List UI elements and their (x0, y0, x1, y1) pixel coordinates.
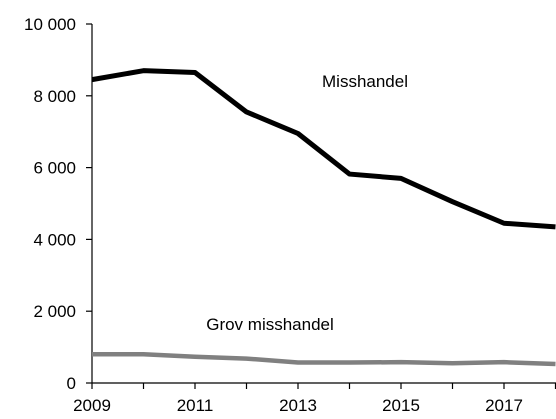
series-line-1 (92, 352, 556, 367)
y-tick-label: 10 000 (24, 15, 76, 34)
y-tick-label: 2 000 (33, 302, 76, 321)
x-tick-label: 2009 (73, 396, 111, 414)
y-tick-label: 8 000 (33, 87, 76, 106)
x-tick-label: 2011 (177, 396, 214, 414)
y-tick-label: 4 000 (33, 230, 76, 249)
series-labels: Misshandel Grov misshandel (206, 72, 408, 334)
series-line-0 (91, 68, 556, 230)
series-label-0: Misshandel (322, 72, 408, 91)
series-label-1: Grov misshandel (206, 315, 334, 334)
series-lines (91, 68, 556, 367)
x-tick-label: 2013 (279, 396, 317, 414)
x-tick-label: 2015 (382, 396, 420, 414)
y-tick-label: 0 (67, 374, 76, 393)
x-tick-label: 2017 (485, 396, 523, 414)
axes: 0 2 000 4 000 6 000 8 000 10 000 2009 2011 2013 2… (24, 15, 556, 415)
y-tick-label: 6 000 (33, 159, 76, 178)
